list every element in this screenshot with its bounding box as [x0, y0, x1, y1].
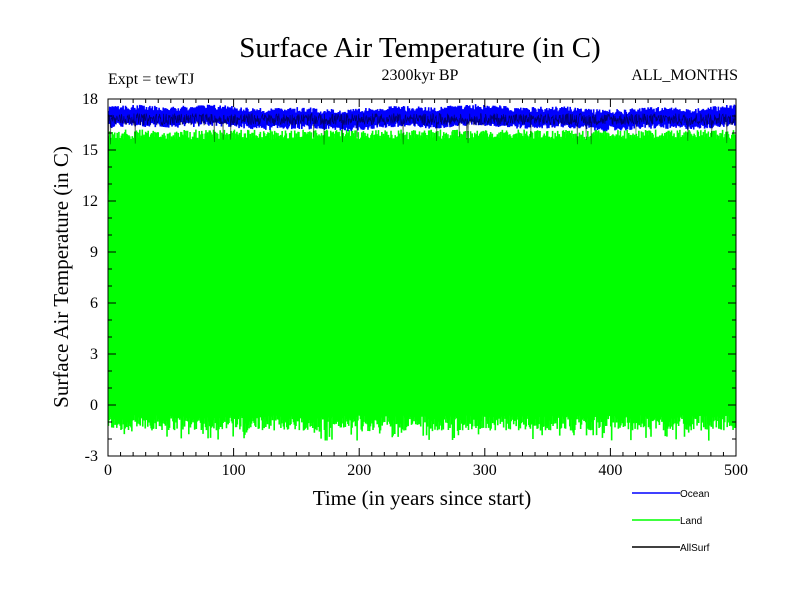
x-tick-label: 500	[724, 462, 748, 479]
plot-area: 0 100 200 300 400 500 -3 0 3 6 9 12 15 18	[82, 91, 748, 479]
series-land	[108, 129, 736, 441]
y-tick-label: 9	[90, 244, 98, 261]
series-layer	[108, 104, 736, 441]
series-ocean	[108, 104, 736, 132]
x-axis-ticks: 0 100 200 300 400 500	[104, 99, 748, 479]
y-tick-label: 18	[82, 91, 98, 108]
legend: Ocean Land AllSurf	[632, 489, 710, 554]
chart-title: Surface Air Temperature (in C)	[239, 32, 600, 64]
months-label: ALL_MONTHS	[631, 67, 738, 84]
x-tick-label: 100	[222, 462, 246, 479]
y-tick-label: -3	[85, 448, 98, 465]
chart-subtitle: 2300kyr BP	[382, 67, 459, 84]
y-axis-ticks: -3 0 3 6 9 12 15 18	[82, 91, 736, 465]
x-tick-label: 400	[598, 462, 622, 479]
legend-label-allsurf: AllSurf	[680, 543, 710, 554]
y-tick-label: 15	[82, 142, 98, 159]
experiment-label: Expt = tewTJ	[108, 71, 194, 88]
y-axis-label: Surface Air Temperature (in C)	[49, 146, 73, 408]
x-axis-label: Time (in years since start)	[313, 486, 532, 510]
y-tick-label: 12	[82, 193, 98, 210]
legend-label-land: Land	[680, 516, 702, 527]
y-tick-label: 0	[90, 397, 98, 414]
legend-label-ocean: Ocean	[680, 489, 709, 500]
x-tick-label: 300	[473, 462, 497, 479]
y-tick-label: 3	[90, 346, 98, 363]
x-tick-label: 0	[104, 462, 112, 479]
y-tick-label: 6	[90, 295, 98, 312]
series-allsurf	[108, 112, 736, 201]
x-tick-label: 200	[347, 462, 371, 479]
